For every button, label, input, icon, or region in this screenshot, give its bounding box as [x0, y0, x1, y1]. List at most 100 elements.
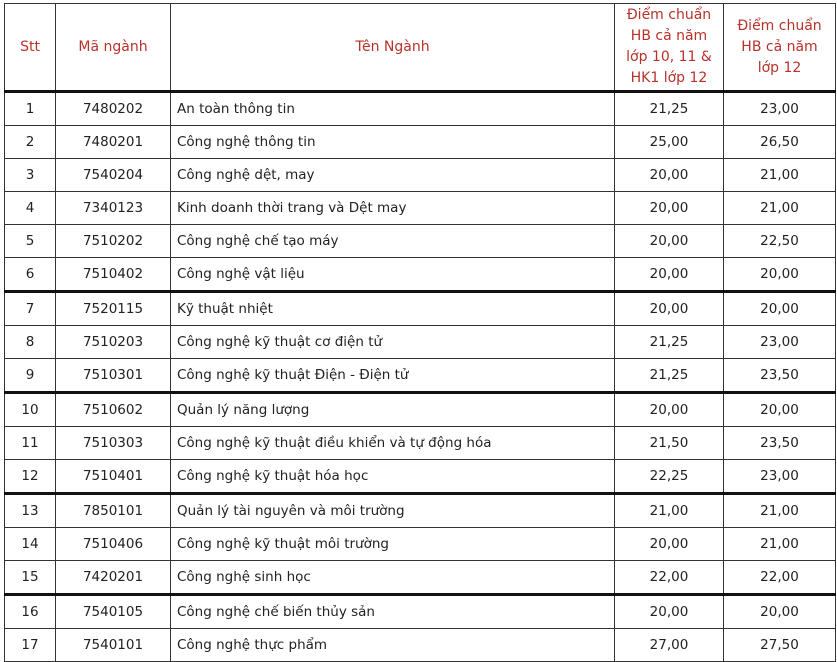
table-row: 14 7510406 Công nghệ kỹ thuật môi trường 20… — [4, 527, 836, 561]
row-code: 7540204 — [55, 158, 171, 192]
row-score-1: 20,00 — [614, 191, 724, 225]
table-row: 17 7540101 Công nghệ thực phẩm 27,00 27,50 — [4, 628, 836, 662]
table-row: 1 7480202 An toàn thông tin 21,25 23,00 — [4, 91, 836, 126]
row-score-2: 21,00 — [723, 527, 836, 561]
row-code: 7850101 — [55, 493, 171, 528]
row-score-1: 25,00 — [614, 125, 724, 159]
row-score-2: 20,00 — [723, 594, 836, 629]
row-stt: 15 — [4, 560, 56, 596]
table-row: 3 7540204 Công nghệ dệt, may 20,00 21,00 — [4, 158, 836, 192]
row-name: Công nghệ thông tin — [170, 125, 615, 159]
row-name: Kinh doanh thời trang và Dệt may — [170, 191, 615, 225]
table-row: 2 7480201 Công nghệ thông tin 25,00 26,50 — [4, 125, 836, 159]
row-score-2: 27,50 — [723, 628, 836, 662]
table-row: 15 7420201 Công nghệ sinh học 22,00 22,00 — [4, 560, 836, 596]
row-name: Công nghệ dệt, may — [170, 158, 615, 192]
row-stt: 3 — [4, 158, 56, 192]
row-name: Quản lý năng lượng — [170, 392, 615, 427]
row-stt: 13 — [4, 493, 56, 528]
row-name: Công nghệ vật liệu — [170, 257, 615, 293]
row-name: Kỹ thuật nhiệt — [170, 291, 615, 326]
row-code: 7480201 — [55, 125, 171, 159]
row-name: Quản lý tài nguyên và môi trường — [170, 493, 615, 528]
row-stt: 6 — [4, 257, 56, 293]
row-score-1: 21,50 — [614, 426, 724, 460]
table-body: 1 7480202 An toàn thông tin 21,25 23,00 2 7480… — [4, 91, 836, 662]
header-stt: Stt — [4, 3, 56, 93]
row-code: 7520115 — [55, 291, 171, 326]
table-header-row: Stt Mã ngành Tên Ngành Điểm chuẩn HB cả … — [4, 3, 836, 93]
row-score-1: 20,00 — [614, 158, 724, 192]
row-stt: 10 — [4, 392, 56, 427]
row-score-2: 21,00 — [723, 493, 836, 528]
row-score-1: 20,00 — [614, 291, 724, 326]
header-score-1: Điểm chuẩn HB cả năm lớp 10, 11 & HK1 lớ… — [614, 3, 724, 93]
row-code: 7510401 — [55, 459, 171, 495]
row-score-1: 27,00 — [614, 628, 724, 662]
table-row: 10 7510602 Quản lý năng lượng 20,00 20,00 — [4, 392, 836, 427]
row-score-1: 21,25 — [614, 325, 724, 359]
row-score-2: 20,00 — [723, 392, 836, 427]
row-code: 7510303 — [55, 426, 171, 460]
header-code: Mã ngành — [55, 3, 171, 93]
row-code: 7510406 — [55, 527, 171, 561]
row-score-2: 23,00 — [723, 459, 836, 495]
table-row: 4 7340123 Kinh doanh thời trang và Dệt may… — [4, 191, 836, 225]
row-score-2: 21,00 — [723, 158, 836, 192]
row-stt: 4 — [4, 191, 56, 225]
row-stt: 1 — [4, 91, 56, 126]
row-score-1: 20,00 — [614, 594, 724, 629]
table-row: 11 7510303 Công nghệ kỹ thuật điều khiển v… — [4, 426, 836, 460]
table-row: 13 7850101 Quản lý tài nguyên và môi trườn… — [4, 493, 836, 528]
admission-scores-table: Stt Mã ngành Tên Ngành Điểm chuẩn HB cả … — [4, 3, 836, 662]
row-code: 7510602 — [55, 392, 171, 427]
row-score-1: 21,00 — [614, 493, 724, 528]
row-score-2: 23,50 — [723, 358, 836, 394]
row-score-1: 21,25 — [614, 358, 724, 394]
row-score-2: 26,50 — [723, 125, 836, 159]
row-stt: 7 — [4, 291, 56, 326]
row-name: Công nghệ thực phẩm — [170, 628, 615, 662]
header-name: Tên Ngành — [170, 3, 615, 93]
row-name: Công nghệ chế biến thủy sản — [170, 594, 615, 629]
table-row: 12 7510401 Công nghệ kỹ thuật hóa học 22,25… — [4, 459, 836, 495]
row-code: 7510202 — [55, 224, 171, 258]
row-score-1: 22,25 — [614, 459, 724, 495]
row-name: Công nghệ kỹ thuật Điện - Điện tử — [170, 358, 615, 394]
row-score-2: 22,00 — [723, 560, 836, 596]
row-stt: 12 — [4, 459, 56, 495]
row-code: 7510402 — [55, 257, 171, 293]
row-score-2: 23,50 — [723, 426, 836, 460]
header-score-2: Điểm chuẩn HB cả năm lớp 12 — [723, 3, 836, 93]
row-score-1: 20,00 — [614, 224, 724, 258]
row-name: Công nghệ kỹ thuật môi trường — [170, 527, 615, 561]
table-row: 16 7540105 Công nghệ chế biến thủy sản 20,0… — [4, 594, 836, 629]
row-code: 7480202 — [55, 91, 171, 126]
table-row: 8 7510203 Công nghệ kỹ thuật cơ điện tử 21,… — [4, 325, 836, 359]
row-code: 7340123 — [55, 191, 171, 225]
row-stt: 14 — [4, 527, 56, 561]
row-score-1: 20,00 — [614, 392, 724, 427]
row-score-1: 21,25 — [614, 91, 724, 126]
row-score-2: 20,00 — [723, 291, 836, 326]
row-score-2: 20,00 — [723, 257, 836, 293]
row-stt: 8 — [4, 325, 56, 359]
table-row: 9 7510301 Công nghệ kỹ thuật Điện - Điện t… — [4, 358, 836, 394]
row-stt: 16 — [4, 594, 56, 629]
row-code: 7540101 — [55, 628, 171, 662]
row-score-2: 23,00 — [723, 325, 836, 359]
row-code: 7420201 — [55, 560, 171, 596]
row-score-2: 21,00 — [723, 191, 836, 225]
row-stt: 9 — [4, 358, 56, 394]
row-score-1: 22,00 — [614, 560, 724, 596]
row-score-2: 23,00 — [723, 91, 836, 126]
row-stt: 5 — [4, 224, 56, 258]
row-stt: 17 — [4, 628, 56, 662]
row-name: Công nghệ kỹ thuật hóa học — [170, 459, 615, 495]
row-code: 7510301 — [55, 358, 171, 394]
row-code: 7540105 — [55, 594, 171, 629]
row-code: 7510203 — [55, 325, 171, 359]
row-name: An toàn thông tin — [170, 91, 615, 126]
row-stt: 2 — [4, 125, 56, 159]
row-score-1: 20,00 — [614, 527, 724, 561]
